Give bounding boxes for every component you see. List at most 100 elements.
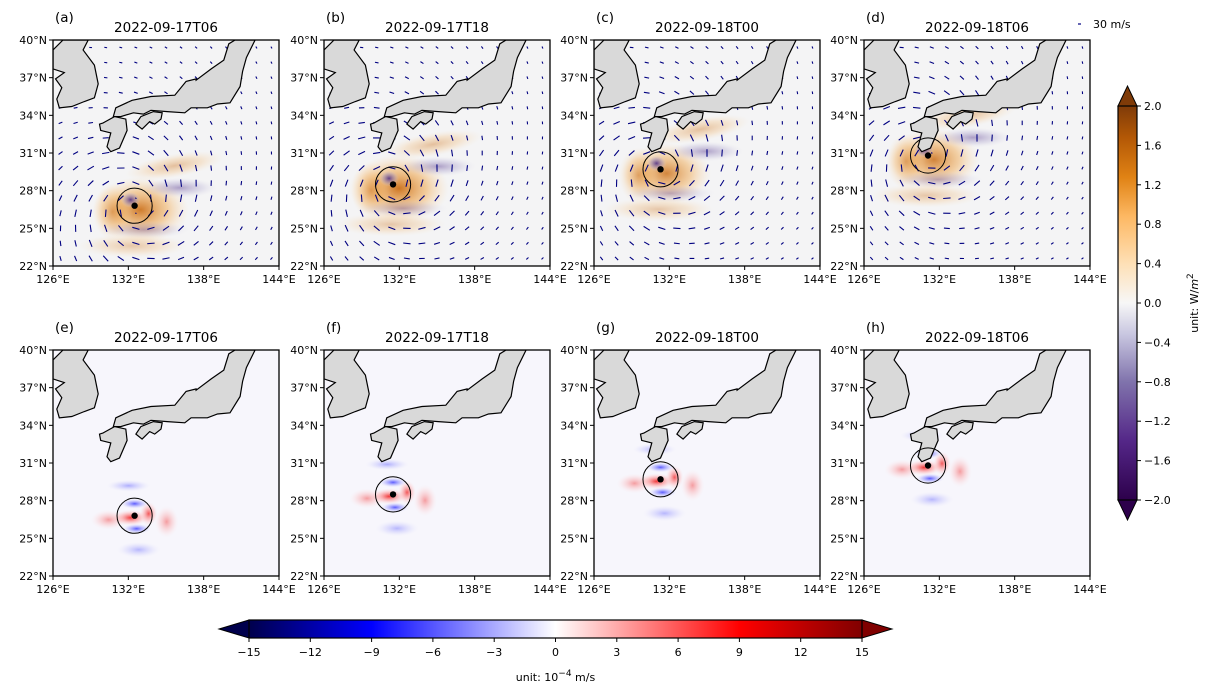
wind-vector [209, 120, 213, 125]
wind-vector [164, 46, 168, 49]
wind-vector [735, 75, 739, 80]
wind-vector [179, 76, 183, 80]
wind-vector [914, 257, 919, 260]
wind-vector [719, 257, 725, 260]
wind-vector [1066, 166, 1069, 170]
wind-vector [388, 151, 396, 155]
wind-vector [103, 194, 109, 202]
xtick-label: 138°E [187, 583, 220, 596]
wind-vector [944, 134, 949, 142]
positive-anomaly-core [665, 465, 684, 490]
wind-vector [630, 179, 633, 187]
wind-vector [194, 209, 199, 217]
wind-vector [780, 196, 784, 200]
wind-vector [720, 75, 724, 80]
wind-vector [869, 241, 874, 246]
wind-vector [132, 181, 140, 186]
wind-vector [944, 46, 949, 50]
ytick-label: 28°N [19, 185, 47, 198]
wind-vector [330, 209, 333, 217]
wind-vector [719, 226, 725, 231]
wind-vector [329, 256, 334, 261]
wind-vector [765, 241, 769, 245]
wind-vector [89, 224, 92, 233]
wind-vector [511, 166, 514, 170]
wind-vector [87, 180, 94, 187]
wind-vector [629, 256, 634, 261]
wind-vector [255, 136, 258, 140]
wind-vector [869, 226, 874, 231]
land-honshu [112, 350, 256, 428]
wind-vector [929, 46, 934, 49]
ytick-label: 34°N [19, 419, 47, 432]
wind-vector [644, 256, 650, 261]
xtick-label: 132°E [383, 273, 416, 286]
wind-vector [239, 226, 243, 231]
wind-vector [511, 91, 514, 95]
land-korea [594, 350, 640, 419]
wind-vector [1020, 226, 1025, 230]
wind-vector [194, 120, 198, 125]
wind-vector [254, 241, 258, 246]
wind-vector [179, 46, 183, 49]
wind-vector [464, 226, 470, 231]
colorbar-tick-label: 15 [855, 646, 869, 659]
wind-vector [118, 76, 123, 79]
wind-vector [1020, 196, 1025, 201]
wind-vector [883, 120, 891, 126]
positive-anomaly-band [884, 459, 921, 480]
wind-vector [480, 226, 485, 231]
wind-vector [765, 181, 769, 186]
wind-vector [643, 195, 650, 202]
wind-vector [177, 240, 185, 246]
wind-vector [388, 256, 395, 261]
panel-title: 2022-09-18T00 [655, 330, 759, 346]
xtick-label: 132°E [383, 583, 416, 596]
ytick-label: 31°N [560, 147, 588, 160]
wind-vector [1081, 242, 1084, 245]
wind-vector [884, 256, 889, 261]
wind-vector [419, 134, 425, 142]
ytick-label: 22°N [560, 570, 588, 583]
ytick-label: 31°N [290, 457, 318, 470]
wind-vector [735, 60, 739, 65]
land-kyushu [909, 425, 939, 463]
wind-vector [1035, 257, 1039, 260]
colorbar-tick-label: −1.2 [1144, 415, 1171, 428]
wind-vector [781, 181, 784, 186]
wind-vector [270, 61, 273, 64]
wind-vector [209, 46, 213, 49]
wind-vector [420, 46, 424, 49]
panel-label: (b) [326, 10, 345, 26]
wind-vector [614, 241, 619, 246]
xtick-label: 144°E [262, 583, 295, 596]
positive-anomaly-arm [383, 129, 483, 160]
panel-d: 22°N 25°N 28°N 31°N 34°N 37°N 40°N 126°E 132°E 13… [830, 10, 1107, 286]
wind-vector [673, 242, 680, 245]
wind-vector [960, 134, 964, 142]
wind-vector [928, 90, 936, 95]
xtick-label: 126°E [577, 583, 610, 596]
positive-anomaly-band [948, 455, 973, 488]
xtick-label: 144°E [262, 273, 295, 286]
wind-vector [989, 196, 995, 201]
wind-vector [88, 255, 93, 262]
wind-vector [1036, 45, 1039, 50]
wind-vector [1005, 180, 1010, 186]
wind-vector [526, 46, 529, 49]
wind-vector [373, 225, 380, 232]
wind-vector [990, 45, 994, 50]
wind-vector [74, 255, 78, 262]
positive-anomaly-arm [125, 151, 224, 181]
wind-vector [255, 61, 258, 64]
wind-vector [163, 164, 169, 172]
wind-vector [418, 195, 425, 202]
wind-vector [450, 134, 454, 141]
wind-vector [719, 195, 725, 201]
wind-vector [796, 211, 799, 215]
wind-vector [959, 60, 965, 65]
ytick-label: 34°N [830, 109, 858, 122]
wind-vector [418, 226, 426, 230]
wind-vector [719, 179, 725, 187]
wind-vector [104, 224, 108, 233]
